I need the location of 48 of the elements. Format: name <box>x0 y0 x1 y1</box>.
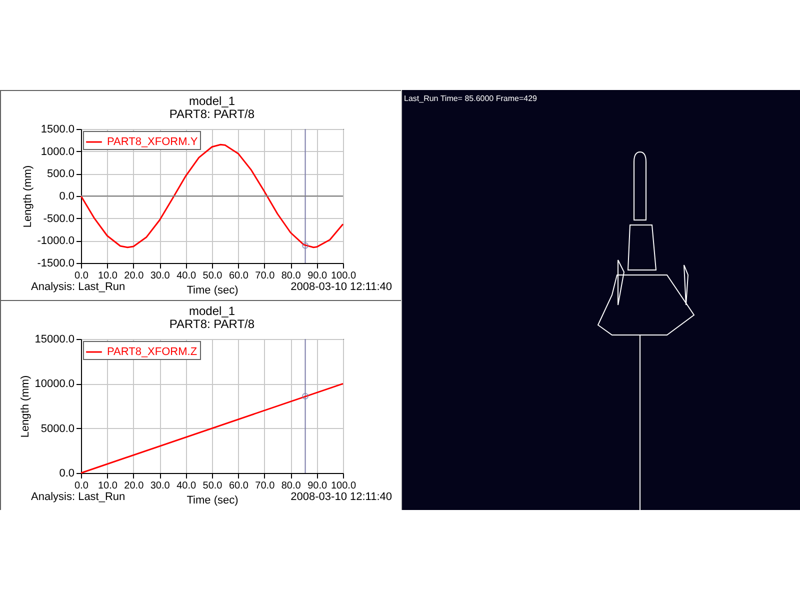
y-axis-title: Length (mm) <box>20 375 32 438</box>
x-tick-label: 70.0 <box>255 480 276 492</box>
x-tick-label: 0.0 <box>74 480 89 492</box>
x-tick-label: 50.0 <box>202 270 223 282</box>
chart-title: model_1 <box>188 304 236 318</box>
x-axis-title: Time (sec) <box>186 284 238 296</box>
text: 2008-03-10 12:11:40 <box>290 281 392 293</box>
text: 2008-03-10 12:11:40 <box>290 491 392 503</box>
x-tick-label: 0.0 <box>74 270 89 282</box>
x-tick-label: 30.0 <box>150 480 170 492</box>
x-tick-label: 20.0 <box>124 270 144 282</box>
y-tick-label: -500.0 <box>43 212 74 225</box>
x-tick-label: 40.0 <box>176 270 196 282</box>
legend-label: PART8_XFORM.Z <box>107 346 198 358</box>
chart-subtitle: PART8: PART/8 <box>169 107 255 121</box>
x-tick-label: 10.0 <box>98 480 118 492</box>
y-tick-label: 500.0 <box>46 168 74 180</box>
x-tick-label: 80.0 <box>281 270 302 282</box>
y-tick-label: 5000.0 <box>40 422 74 435</box>
x-tick-label: 100.0 <box>330 270 356 282</box>
y-tick-label: 1500.0 <box>40 124 74 136</box>
x-axis-title: Time (sec) <box>186 494 238 506</box>
y-tick-label: 1000.0 <box>40 146 74 158</box>
y-tick-label: -1000.0 <box>37 235 74 248</box>
x-tick-label: 10.0 <box>98 270 118 282</box>
x-tick-label: 50.0 <box>202 480 223 492</box>
x-tick-label: 60.0 <box>228 270 249 282</box>
x-tick-label: 90.0 <box>308 270 328 282</box>
x-tick-label: 70.0 <box>255 270 276 282</box>
text: Analysis: Last_Run <box>31 491 126 503</box>
x-tick-label: 30.0 <box>150 270 170 282</box>
legend-label: PART8_XFORM.Y <box>107 136 198 148</box>
y-tick-label: 0.0 <box>59 468 74 480</box>
y-axis-title: Length (mm) <box>22 165 34 228</box>
y-tick-label: 10000.0 <box>34 378 74 390</box>
y-tick-label: 15000.0 <box>34 334 74 346</box>
x-tick-label: 20.0 <box>124 480 144 492</box>
x-tick-label: 40.0 <box>176 480 196 492</box>
x-tick-label: 100.0 <box>330 480 356 492</box>
chart-title: model_1 <box>188 94 236 108</box>
x-tick-label: 90.0 <box>308 480 328 492</box>
text: Analysis: Last_Run <box>31 281 126 293</box>
x-tick-label: 80.0 <box>281 480 302 492</box>
text: Last_Run Time= 85.6000 Frame=429 <box>404 94 537 103</box>
chart-subtitle: PART8: PART/8 <box>169 317 255 331</box>
x-tick-label: 60.0 <box>228 480 249 492</box>
y-tick-label: 0.0 <box>59 190 74 202</box>
y-tick-label: -1500.0 <box>37 258 74 270</box>
